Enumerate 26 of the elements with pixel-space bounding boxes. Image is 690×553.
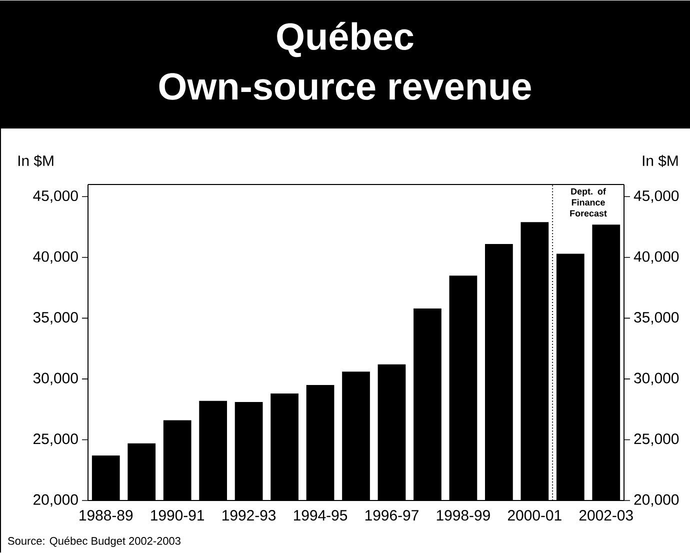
x-tick-label: 1992-93 <box>222 510 276 521</box>
x-tick-label: 1996-97 <box>365 510 418 521</box>
y-tick-label: 25,000 <box>34 434 78 446</box>
chart-title: Québec <box>277 22 414 58</box>
y2-tick-label: 35,000 <box>634 312 679 324</box>
y2-tick-label: 40,000 <box>634 251 679 264</box>
x-tick-label: 1994-95 <box>294 510 348 521</box>
x-tick-label: 1998-99 <box>436 510 490 521</box>
y2-tick-label: 25,000 <box>634 434 679 446</box>
source-note: Source: Québec Budget 2002-2003 <box>8 536 180 547</box>
y-tick-label: 30,000 <box>33 372 78 386</box>
y2-tick-label: 30,000 <box>634 372 679 386</box>
x-tick-label: 2000-01 <box>508 510 562 521</box>
x-tick-label: 2002-03 <box>579 510 633 521</box>
chart-subtitle: Own-source revenue <box>159 73 531 100</box>
y-tick-label: 20,000 <box>34 494 78 507</box>
y2-tick-label: 20,000 <box>634 494 679 507</box>
y2-tick-label: 45,000 <box>634 190 679 203</box>
annotation: Dept. of Finance Forecast <box>570 188 607 217</box>
y-tick-label: 40,000 <box>33 251 78 264</box>
y-axis-title: In $M <box>18 154 54 167</box>
x-tick-label: 1990-91 <box>151 510 204 521</box>
y-tick-label: 45,000 <box>33 190 78 203</box>
x-tick-label: 1988-89 <box>80 510 133 521</box>
y-tick-label: 35,000 <box>33 312 78 324</box>
y2-axis-title: In $M <box>642 154 678 167</box>
